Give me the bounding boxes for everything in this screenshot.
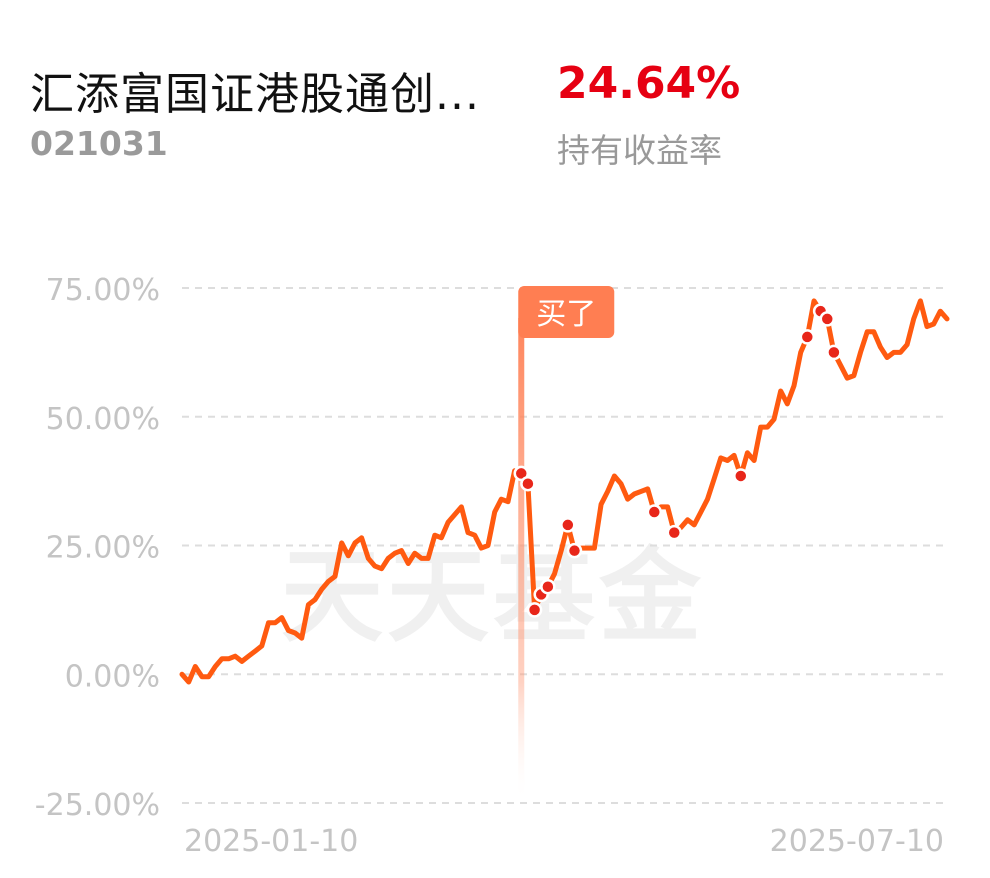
y-tick-label: 0.00% — [65, 659, 160, 694]
y-tick-label: 50.00% — [46, 402, 160, 437]
trade-point-marker[interactable] — [520, 475, 536, 492]
holding-return-label: 持有收益率 — [557, 131, 722, 170]
buy-marker-label: 买了 — [536, 297, 596, 332]
trade-point-marker[interactable] — [540, 578, 556, 595]
trade-point-marker[interactable] — [646, 504, 663, 520]
y-tick-label: -25.00% — [35, 788, 160, 823]
fund-name: 汇添富国证港股通创... — [30, 69, 480, 120]
y-tick-label: 25.00% — [46, 531, 160, 566]
buy-marker-line — [518, 318, 525, 803]
trade-point-marker[interactable] — [666, 524, 683, 541]
trade-point-marker[interactable] — [799, 329, 816, 345]
x-tick-label: 2025-01-10 — [184, 824, 358, 859]
trade-point-marker[interactable] — [566, 542, 583, 559]
trade-point-marker[interactable] — [560, 517, 576, 533]
watermark-text: 天天基金 — [281, 538, 705, 657]
x-tick-label: 2025-07-10 — [770, 824, 944, 859]
trade-point-marker[interactable] — [526, 602, 543, 618]
trade-point-marker[interactable] — [733, 468, 749, 484]
trade-point-marker[interactable] — [819, 311, 836, 327]
y-tick-label: 75.00% — [46, 273, 160, 308]
fund-code: 021031 — [30, 124, 168, 163]
trade-point-marker[interactable] — [826, 344, 842, 361]
buy-marker-flag — [518, 286, 615, 338]
holding-return-value: 24.64% — [557, 58, 741, 109]
